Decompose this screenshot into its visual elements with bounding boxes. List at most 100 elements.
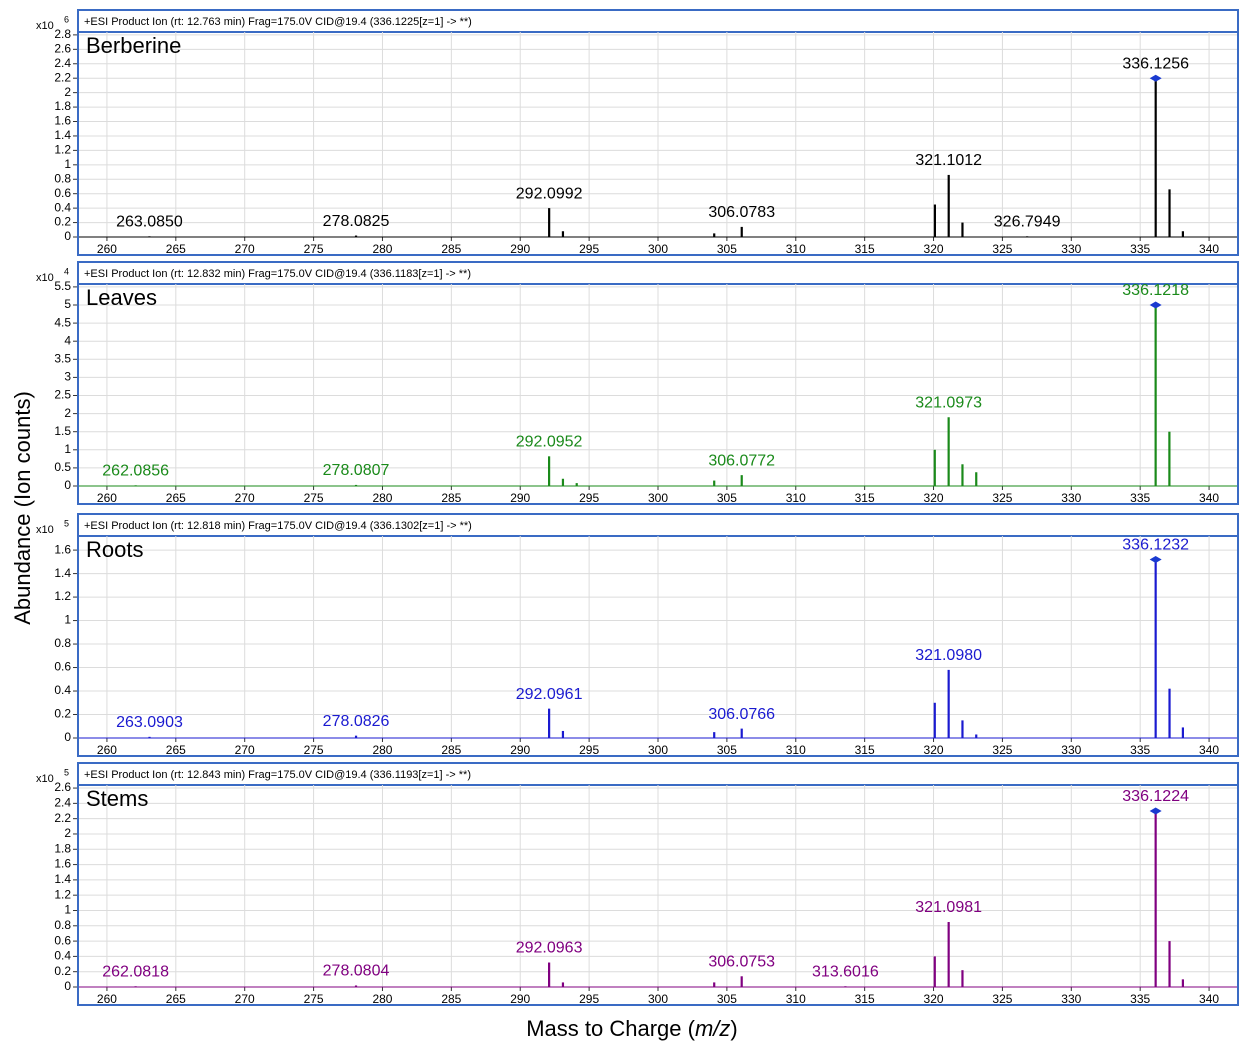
scale-base: x10 — [36, 773, 54, 785]
x-tick-label: 275 — [304, 743, 324, 757]
x-label-italic: m/z — [695, 1016, 730, 1041]
x-tick-label: 285 — [441, 743, 461, 757]
peak-label: 306.0753 — [708, 954, 775, 971]
x-tick-label: 285 — [441, 992, 461, 1006]
x-tick-label: 295 — [579, 992, 599, 1006]
x-tick-label: 295 — [579, 491, 599, 505]
x-tick-label: 340 — [1199, 992, 1219, 1006]
x-tick-label: 330 — [1061, 242, 1081, 256]
y-tick-label: 0.8 — [54, 636, 71, 650]
panel-title: +ESI Product Ion (rt: 12.832 min) Frag=1… — [84, 268, 471, 280]
scale-exponent: 6 — [64, 14, 69, 24]
x-tick-label: 280 — [372, 491, 392, 505]
x-tick-label: 260 — [97, 992, 117, 1006]
y-tick-label: 1.8 — [54, 99, 71, 113]
y-tick-label: 1.2 — [54, 589, 71, 603]
x-tick-label: 275 — [304, 992, 324, 1006]
peak-label: 278.0826 — [323, 713, 390, 730]
scale-exponent: 5 — [64, 518, 69, 528]
scale-exponent: 4 — [64, 266, 69, 276]
y-tick-label: 4 — [64, 333, 71, 347]
peak-label: 292.0963 — [516, 940, 583, 957]
x-tick-label: 300 — [648, 491, 668, 505]
y-tick-label: 0.8 — [54, 171, 71, 185]
x-tick-label: 335 — [1130, 242, 1150, 256]
y-tick-label: 2 — [64, 826, 71, 840]
x-label-end: ) — [730, 1016, 737, 1041]
scale-base: x10 — [36, 524, 54, 536]
x-tick-label: 335 — [1130, 992, 1150, 1006]
y-tick-label: 0.2 — [54, 707, 71, 721]
x-tick-label: 315 — [855, 491, 875, 505]
peak-label: 263.0850 — [116, 213, 183, 230]
y-tick-label: 3.5 — [54, 351, 71, 365]
y-tick-label: 0.2 — [54, 215, 71, 229]
x-tick-label: 290 — [510, 491, 530, 505]
panel-frame — [77, 9, 1239, 256]
precursor-marker — [1149, 301, 1162, 309]
y-tick-label: 0.6 — [54, 660, 71, 674]
x-tick-label: 320 — [924, 491, 944, 505]
peak-label: 292.0992 — [516, 185, 583, 202]
x-tick-label: 315 — [855, 992, 875, 1006]
sample-name: Berberine — [86, 33, 181, 58]
peak-label: 321.0973 — [915, 394, 982, 411]
x-tick-label: 270 — [235, 242, 255, 256]
y-tick-label: 2.2 — [54, 811, 71, 825]
y-tick-label: 5.5 — [54, 279, 71, 293]
x-tick-label: 305 — [717, 992, 737, 1006]
x-tick-label: 305 — [717, 242, 737, 256]
peak-label: 336.1218 — [1122, 282, 1189, 299]
x-tick-label: 325 — [992, 992, 1012, 1006]
x-tick-label: 260 — [97, 242, 117, 256]
x-tick-label: 305 — [717, 491, 737, 505]
peak-label: 306.0783 — [708, 204, 775, 221]
peak-label: 278.0804 — [323, 963, 390, 980]
x-tick-label: 300 — [648, 743, 668, 757]
peak-label: 326.7949 — [994, 213, 1061, 230]
x-tick-label: 260 — [97, 491, 117, 505]
y-tick-label: 3 — [64, 370, 71, 384]
x-tick-label: 290 — [510, 242, 530, 256]
x-tick-label: 330 — [1061, 491, 1081, 505]
y-tick-label: 1.6 — [54, 542, 71, 556]
panel-title: +ESI Product Ion (rt: 12.763 min) Frag=1… — [84, 16, 472, 28]
y-tick-label: 1.8 — [54, 841, 71, 855]
y-tick-label: 2.2 — [54, 70, 71, 84]
x-tick-label: 325 — [992, 491, 1012, 505]
x-tick-label: 340 — [1199, 743, 1219, 757]
x-tick-label: 270 — [235, 743, 255, 757]
y-tick-label: 1 — [64, 157, 71, 171]
x-tick-label: 295 — [579, 242, 599, 256]
x-tick-label: 275 — [304, 491, 324, 505]
y-tick-label: 2.4 — [54, 56, 71, 70]
y-tick-label: 5 — [64, 297, 71, 311]
x-tick-label: 320 — [924, 242, 944, 256]
x-tick-label: 310 — [786, 491, 806, 505]
peak-label: 262.0818 — [102, 963, 169, 980]
panel-title: +ESI Product Ion (rt: 12.818 min) Frag=1… — [84, 520, 472, 532]
y-tick-label: 2 — [64, 406, 71, 420]
y-tick-label: 0.2 — [54, 964, 71, 978]
scale-base: x10 — [36, 20, 54, 32]
x-tick-label: 340 — [1199, 491, 1219, 505]
x-tick-label: 285 — [441, 491, 461, 505]
x-tick-label: 280 — [372, 743, 392, 757]
peak-label: 278.0825 — [323, 213, 390, 230]
precursor-marker — [1149, 555, 1162, 563]
x-tick-label: 310 — [786, 992, 806, 1006]
peak-label: 313.6016 — [812, 963, 879, 980]
peak-label: 292.0952 — [516, 434, 583, 451]
y-tick-label: 0.6 — [54, 186, 71, 200]
y-tick-label: 0.6 — [54, 933, 71, 947]
peak-label: 321.0980 — [915, 647, 982, 664]
x-tick-label: 295 — [579, 743, 599, 757]
y-tick-label: 1 — [64, 903, 71, 917]
precursor-marker — [1149, 74, 1162, 82]
y-tick-label: 1 — [64, 442, 71, 456]
y-tick-label: 0.4 — [54, 683, 71, 697]
x-tick-label: 280 — [372, 242, 392, 256]
sample-name: Leaves — [86, 285, 157, 310]
x-tick-label: 275 — [304, 242, 324, 256]
y-tick-label: 1.2 — [54, 143, 71, 157]
